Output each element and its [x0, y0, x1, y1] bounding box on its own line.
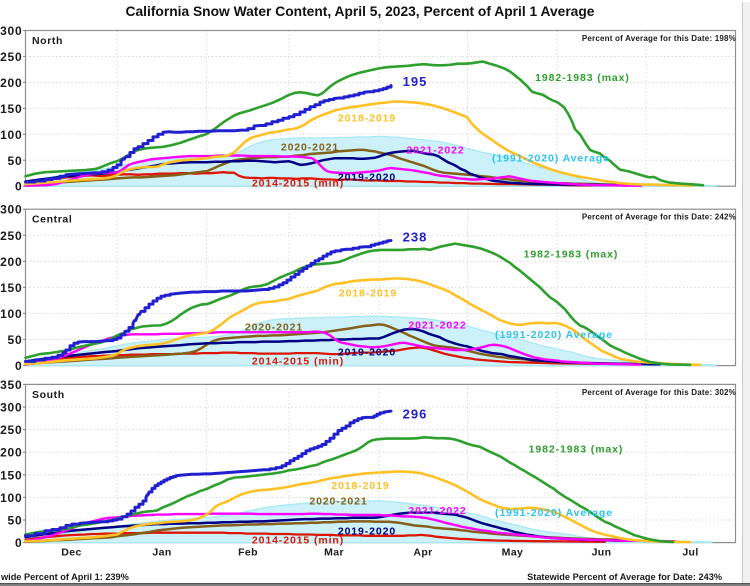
svg-text:300: 300: [0, 401, 22, 415]
svg-text:Dec: Dec: [61, 547, 81, 559]
svg-text:2021-2022: 2021-2022: [408, 505, 466, 517]
svg-text:250: 250: [0, 423, 22, 437]
svg-text:238: 238: [403, 230, 428, 245]
svg-text:0: 0: [15, 536, 22, 550]
svg-text:Jul: Jul: [682, 547, 698, 559]
svg-text:350: 350: [0, 378, 22, 392]
svg-text:(1991-2020) Average: (1991-2020) Average: [495, 329, 613, 341]
svg-text:(1991-2020) Average: (1991-2020) Average: [492, 153, 610, 165]
svg-text:2018-2019: 2018-2019: [331, 480, 389, 492]
svg-text:150: 150: [0, 468, 22, 482]
svg-text:2020-2021: 2020-2021: [281, 142, 339, 154]
svg-text:300: 300: [0, 24, 22, 38]
svg-text:Percent of Average for this Da: Percent of Average for this Date: 198%: [582, 34, 736, 43]
svg-text:May: May: [502, 547, 524, 559]
svg-text:250: 250: [0, 50, 22, 64]
svg-text:North: North: [32, 35, 63, 47]
svg-text:California Snow Water Content,: California Snow Water Content, April 5, …: [126, 4, 595, 19]
svg-text:Mar: Mar: [324, 547, 344, 559]
svg-text:300: 300: [0, 203, 22, 217]
svg-text:200: 200: [0, 446, 22, 460]
svg-text:50: 50: [8, 333, 23, 347]
svg-text:2021-2022: 2021-2022: [408, 320, 466, 332]
svg-text:100: 100: [0, 491, 22, 505]
svg-text:Percent of Average for this Da: Percent of Average for this Date: 242%: [582, 213, 736, 222]
svg-text:(1991-2020) Average: (1991-2020) Average: [495, 507, 613, 519]
svg-text:1982-1983 (max): 1982-1983 (max): [524, 249, 619, 261]
svg-text:2014-2015 (min): 2014-2015 (min): [252, 356, 344, 368]
svg-text:2020-2021: 2020-2021: [309, 496, 367, 508]
svg-text:2020-2021: 2020-2021: [245, 322, 303, 334]
svg-text:Central: Central: [32, 214, 72, 226]
svg-text:Statewide Percent of Average f: Statewide Percent of Average for Date: 2…: [527, 572, 722, 582]
svg-text:150: 150: [0, 281, 22, 295]
svg-text:1982-1983 (max): 1982-1983 (max): [529, 444, 624, 456]
svg-text:Jan: Jan: [152, 547, 171, 559]
svg-text:200: 200: [0, 76, 22, 90]
svg-text:195: 195: [403, 74, 428, 89]
svg-text:2018-2019: 2018-2019: [339, 288, 397, 300]
svg-text:200: 200: [0, 255, 22, 269]
svg-text:100: 100: [0, 128, 22, 142]
svg-text:2014-2015 (min): 2014-2015 (min): [252, 178, 344, 190]
svg-text:0: 0: [15, 359, 22, 373]
svg-text:wide Percent of April 1: 239%: wide Percent of April 1: 239%: [0, 572, 129, 582]
svg-text:296: 296: [403, 407, 428, 422]
svg-text:2019-2020: 2019-2020: [338, 347, 396, 359]
svg-text:Percent of Average for this Da: Percent of Average for this Date: 302%: [582, 388, 736, 397]
svg-text:Feb: Feb: [238, 547, 258, 559]
svg-text:2019-2020: 2019-2020: [338, 172, 396, 184]
svg-text:South: South: [32, 389, 65, 401]
svg-text:0: 0: [15, 180, 22, 194]
svg-text:2019-2020: 2019-2020: [338, 526, 396, 538]
svg-text:2018-2019: 2018-2019: [338, 113, 396, 125]
svg-text:Apr: Apr: [413, 547, 432, 559]
svg-text:50: 50: [8, 514, 23, 528]
svg-text:2021-2022: 2021-2022: [406, 145, 464, 157]
svg-text:50: 50: [8, 154, 23, 168]
svg-text:2014-2015 (min): 2014-2015 (min): [252, 535, 344, 547]
svg-text:150: 150: [0, 102, 22, 116]
svg-text:100: 100: [0, 307, 22, 321]
svg-text:Jun: Jun: [592, 547, 612, 559]
svg-text:250: 250: [0, 229, 22, 243]
svg-text:1982-1983 (max): 1982-1983 (max): [535, 72, 630, 84]
